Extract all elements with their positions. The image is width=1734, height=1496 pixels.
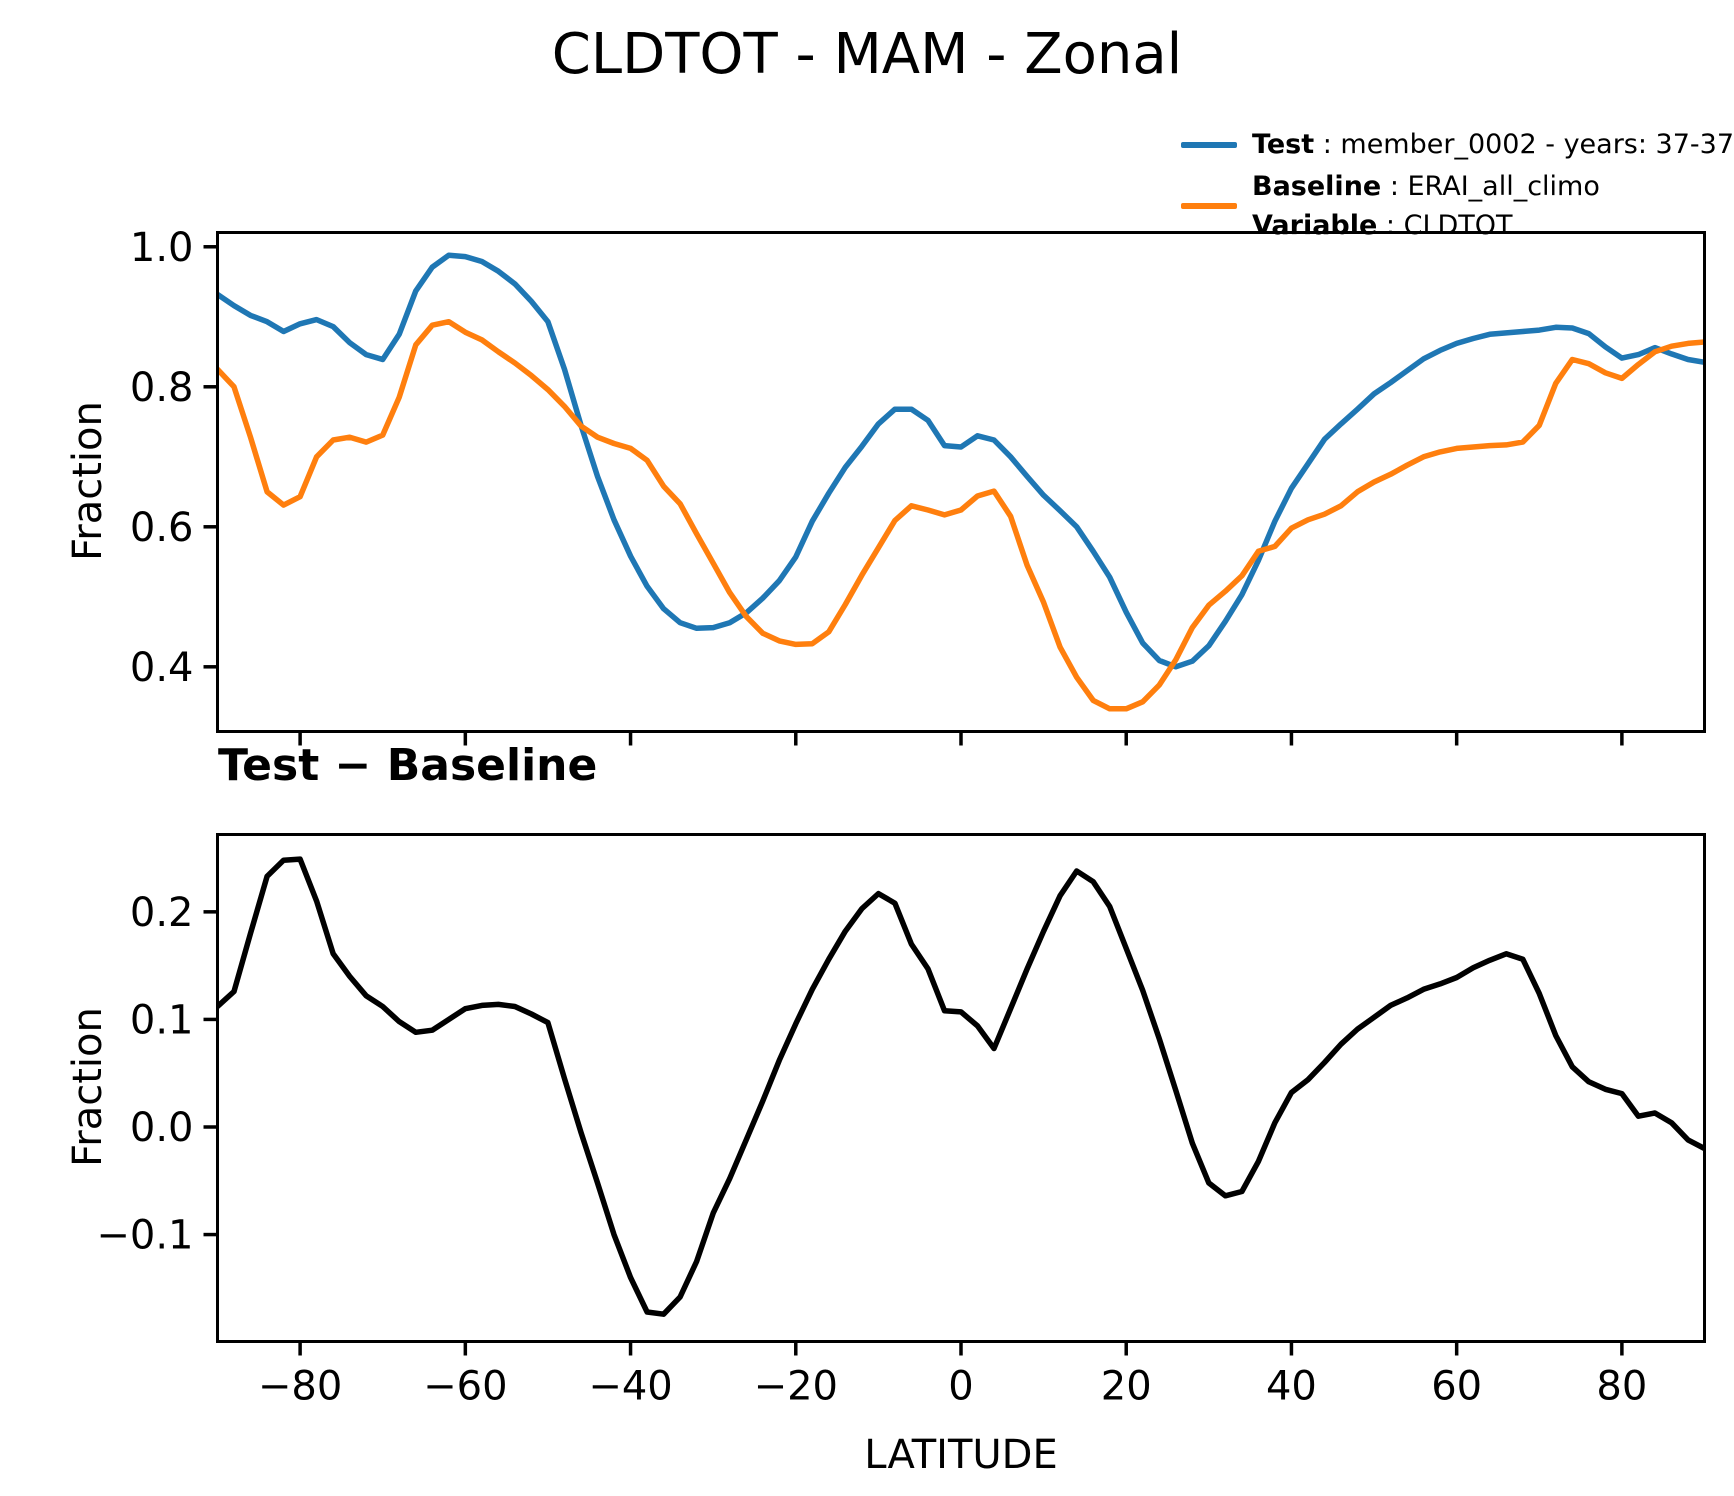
legend-value-variable: : CLDTOT bbox=[1377, 210, 1513, 241]
legend-entry-baseline: Baseline : ERAI_all_climo bbox=[1252, 167, 1600, 207]
y-tick-label: 0.8 bbox=[130, 365, 194, 411]
legend-label-baseline: Baseline bbox=[1252, 171, 1382, 202]
legend-entry-test: Test : member_0002 - years: 37-37 bbox=[1252, 125, 1734, 165]
legend-value-baseline: : ERAI_all_climo bbox=[1381, 171, 1600, 202]
series-line-baseline bbox=[217, 318, 1705, 712]
x-tick-label: −60 bbox=[423, 1364, 507, 1410]
y-tick-label: −0.1 bbox=[96, 1213, 193, 1259]
series-line-test-baseline-difference bbox=[217, 856, 1705, 1317]
y-tick-label: 0.2 bbox=[130, 890, 194, 936]
y-tick-label: 0.4 bbox=[130, 645, 194, 691]
y-tick-label: 0.1 bbox=[130, 997, 194, 1043]
y-tick-label: 0.0 bbox=[130, 1105, 194, 1151]
y-tick-label: 1.0 bbox=[130, 225, 194, 271]
x-tick-label: 80 bbox=[1596, 1364, 1647, 1410]
difference-panel-title: Test − Baseline bbox=[218, 740, 598, 791]
legend-value-test: : member_0002 - years: 37-37 bbox=[1314, 129, 1734, 160]
legend-label-test: Test bbox=[1252, 129, 1315, 160]
x-tick-label: 60 bbox=[1431, 1364, 1482, 1410]
axes-spines bbox=[216, 833, 1706, 1343]
x-tick-label: −20 bbox=[754, 1364, 838, 1410]
legend-line-test bbox=[1181, 142, 1237, 148]
x-axis-label: LATITUDE bbox=[864, 1432, 1058, 1478]
x-tick-label: 20 bbox=[1101, 1364, 1152, 1410]
x-tick-label: 0 bbox=[948, 1364, 973, 1410]
series-line-test bbox=[217, 252, 1705, 670]
legend-label-variable: Variable bbox=[1252, 210, 1378, 241]
y-tick-label: 0.6 bbox=[130, 505, 194, 551]
x-tick-label: 40 bbox=[1266, 1364, 1317, 1410]
legend-entry-variable: Variable : CLDTOT bbox=[1252, 206, 1513, 246]
axes-spines bbox=[216, 231, 1706, 733]
x-tick-label: −80 bbox=[258, 1364, 342, 1410]
x-tick-label: −40 bbox=[588, 1364, 672, 1410]
chart-title: CLDTOT - MAM - Zonal bbox=[551, 22, 1183, 87]
legend-line-baseline bbox=[1181, 203, 1237, 209]
